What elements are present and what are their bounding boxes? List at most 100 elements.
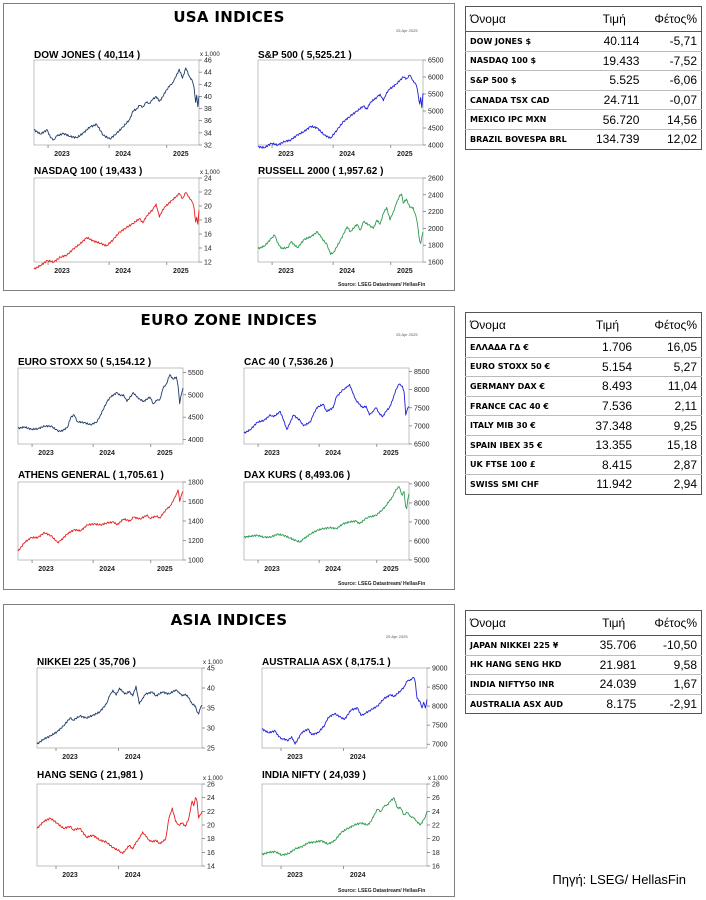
table-header-row: Όνομα Τιμή Φέτος% [465, 610, 702, 636]
index-ytd-cell: 14,56 [643, 109, 702, 130]
col-name-header: Όνομα [465, 610, 587, 636]
index-ytd-cell: 2,94 [673, 477, 697, 492]
table-row: EURO STOXX 50 €5.154 5,27 [465, 357, 702, 378]
series-line [36, 685, 203, 745]
y-tick-label: 28 [432, 782, 440, 789]
x-tick-label: 2023 [54, 151, 70, 158]
x-tick-label: 2023 [287, 872, 303, 879]
asia-panel-title: ASIA INDICES [170, 611, 288, 629]
index-name-cell: EURO STOXX 50 € [465, 357, 579, 378]
index-price-cell: 5.154 [578, 357, 637, 378]
y-tick-label: 2600 [428, 176, 444, 183]
y-tick-label: 22 [204, 190, 212, 197]
plot-frame [17, 367, 184, 445]
x-tick-label: 2024 [115, 151, 131, 158]
euro-indices-table: Όνομα Τιμή Φέτος% ΕΛΛΑΔΑ ΓΔ €1.706 16,05 E… [465, 312, 702, 495]
index-ytd-cell: -5,71 [643, 31, 702, 52]
index-price-cell: 37.348 [578, 415, 637, 436]
y-tick-label: 4000 [428, 143, 444, 150]
table-row: JAPAN NIKKEI 225 ¥35.706 -10,50 [465, 635, 702, 656]
y-tick-label: 24 [207, 795, 215, 802]
y-tick-label: 1800 [428, 243, 444, 250]
y-tick-label: 44 [204, 70, 212, 77]
usa-indices-table: Όνομα Τιμή Φέτος% DOW JONES $40.114 -5,71… [465, 6, 702, 150]
col-ytd-header: Φέτος% [636, 312, 702, 338]
y-tick-label: 5500 [428, 92, 444, 99]
x-tick-label: 2025 [173, 268, 189, 275]
chart-title: CAC 40 ( 7,536.26 ) [244, 357, 334, 368]
index-name-cell: AUSTRALIA ASX AUD [470, 699, 564, 709]
x-tick-label: 2025 [383, 566, 399, 573]
x-tick-label: 2025 [397, 268, 413, 275]
table-row: CANADA TSX CAD 24.711 -0,07 [465, 90, 702, 111]
index-chart: HANG SENG ( 21,981 ) x 1,000 14 16 18 20 22 24 2… [36, 770, 223, 879]
asia-panel: ASIA INDICES 25 Apr 2025 Source: LSEG Da… [3, 604, 455, 897]
index-price-cell: 35.706 [586, 635, 641, 656]
table-row: INDIA NIFTY50 INR 24.039 1,67 [465, 674, 702, 695]
index-name-cell: S&P 500 $ [465, 70, 585, 91]
index-name-cell: FRANCE CAC 40 € [465, 396, 579, 417]
x-tick-label: 2023 [38, 450, 54, 457]
series-line [33, 192, 200, 270]
index-price-cell: 134.739 [596, 132, 640, 147]
series-line [257, 193, 424, 255]
y-tick-label: 7500 [414, 405, 430, 412]
chart-title: NIKKEI 225 ( 35,706 ) [37, 657, 136, 668]
y-tick-label: 46 [204, 58, 212, 65]
index-price-cell: 24.039 [586, 674, 641, 695]
y-tick-label: 5000 [188, 392, 204, 399]
y-tick-label: 7500 [432, 723, 448, 730]
index-name-cell: ΕΛΛΑΔΑ ΓΔ € [465, 337, 579, 358]
index-name-cell: JAPAN NIKKEI 225 ¥ [465, 635, 587, 656]
index-price-cell: 8.493 [578, 376, 637, 397]
y-tick-label: 1600 [428, 260, 444, 267]
plot-frame [243, 481, 410, 561]
usa-panel-date: 25 Apr 2025 [396, 28, 418, 33]
asia-panel-source: Source: LSEG Datastream/ HellasFin [338, 888, 426, 894]
y-tick-label: 2000 [428, 226, 444, 233]
index-chart: RUSSELL 2000 ( 1,957.62 ) 1600 1800 2000 220… [257, 166, 444, 275]
x-tick-label: 2023 [278, 151, 294, 158]
x-tick-label: 2024 [115, 268, 131, 275]
y-tick-label: 4000 [188, 437, 204, 444]
index-price-cell: 8.415 [578, 455, 637, 476]
x-tick-label: 2025 [173, 151, 189, 158]
y-tick-label: 6500 [428, 58, 444, 65]
x-tick-label: 2024 [99, 450, 115, 457]
y-tick-label: 36 [204, 118, 212, 125]
y-tick-label: 2200 [428, 209, 444, 216]
x-tick-label: 2024 [339, 268, 355, 275]
x-tick-label: 2023 [62, 754, 78, 761]
chart-title: NASDAQ 100 ( 19,433 ) [34, 166, 142, 177]
index-ytd-cell: 2,87 [636, 455, 702, 476]
index-price-cell: 56.720 [585, 109, 644, 130]
plot-frame [243, 367, 410, 445]
series-line [17, 374, 184, 433]
index-chart: S&P 500 ( 5,525.21 ) 4000 4500 5000 5500 6000… [257, 50, 444, 158]
index-name-cell: CANADA TSX CAD [465, 90, 585, 111]
chart-title: RUSSELL 2000 ( 1,957.62 ) [258, 166, 383, 177]
index-price-cell: 1.706 [578, 337, 637, 358]
series-line [36, 797, 203, 855]
asia-panel-date: 25 Apr 2025 [386, 634, 408, 639]
x-tick-label: 2025 [157, 450, 173, 457]
index-price-cell: 11.942 [596, 477, 633, 492]
index-ytd-cell: -2,91 [669, 697, 697, 712]
y-tick-label: 5000 [428, 109, 444, 116]
series-line [261, 797, 428, 857]
plot-frame [261, 667, 428, 749]
table-row: AUSTRALIA ASX AUD 8.175 -2,91 [466, 694, 702, 714]
y-tick-label: 2400 [428, 192, 444, 199]
table-row: MEXICO IPC MXN 56.720 14,56 [465, 109, 702, 130]
table-row: FRANCE CAC 40 €7.536 2,11 [465, 396, 702, 417]
index-ytd-cell: 2,11 [636, 396, 702, 417]
y-tick-label: 1600 [188, 499, 204, 506]
index-ytd-cell: -7,52 [643, 51, 702, 72]
usa-panel-source: Source: LSEG Datastream/ HellasFin [338, 282, 426, 288]
index-price-cell: 7.536 [578, 396, 637, 417]
y-tick-label: 1400 [188, 519, 204, 526]
y-tick-label: 5500 [188, 370, 204, 377]
y-tick-label: 6500 [414, 442, 430, 449]
x-tick-label: 2023 [278, 268, 294, 275]
index-ytd-cell: 11,04 [636, 376, 702, 397]
